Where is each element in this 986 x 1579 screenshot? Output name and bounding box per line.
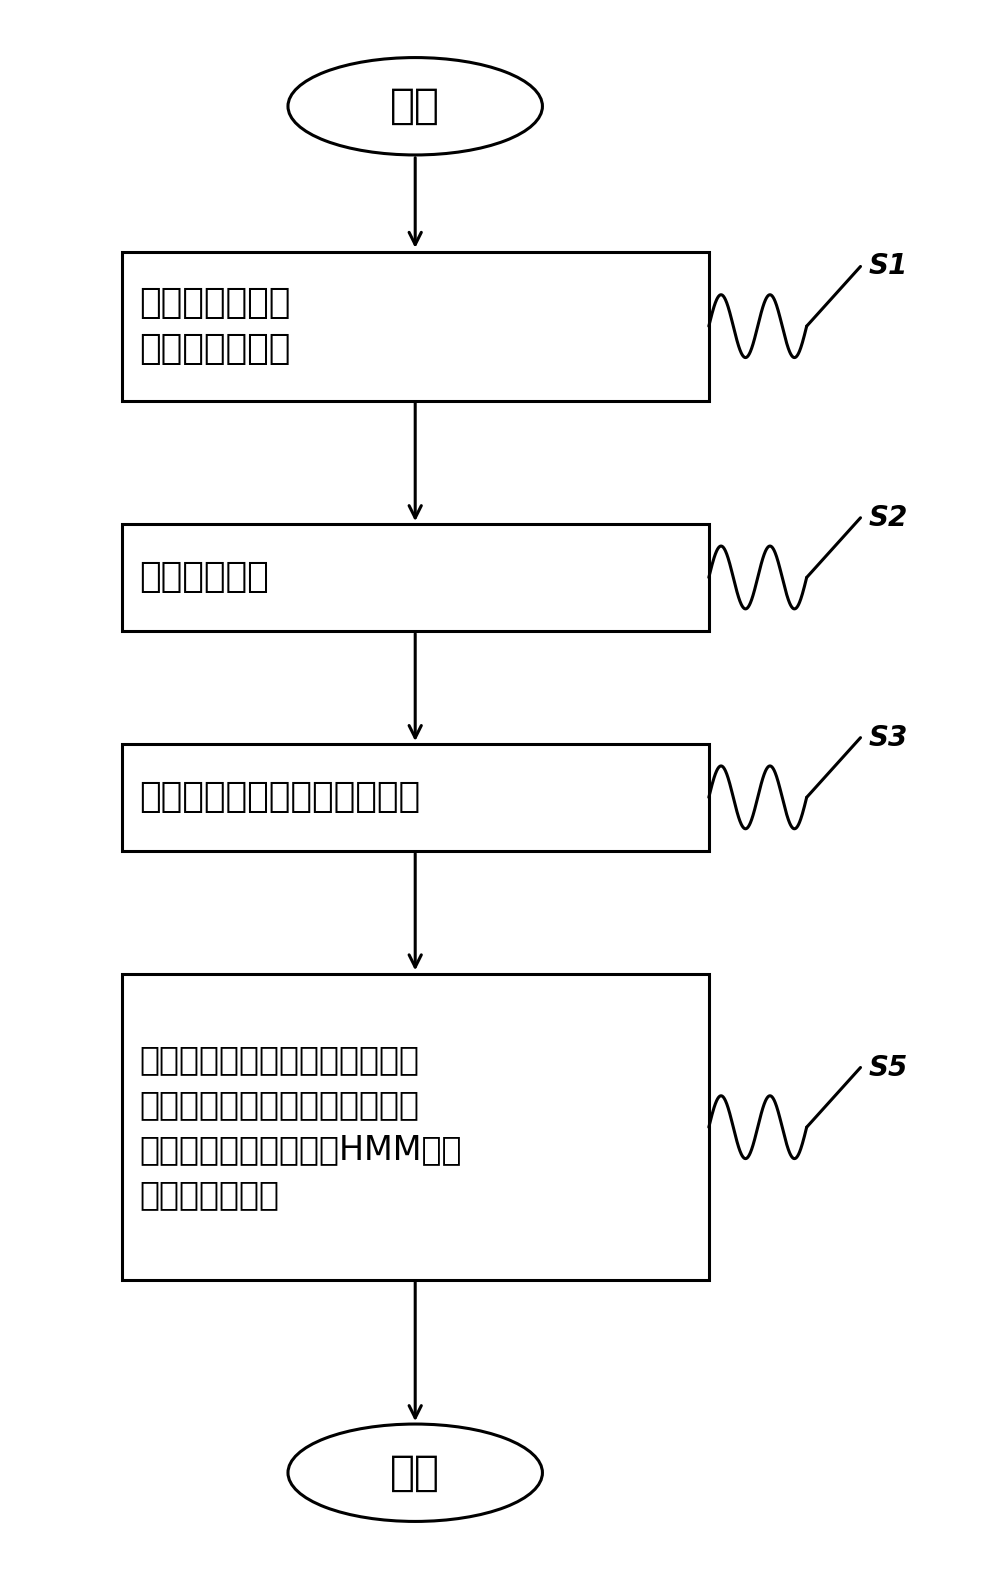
Text: 进行特征提取，得到特征矩阵: 进行特征提取，得到特征矩阵 bbox=[139, 780, 420, 815]
Text: S3: S3 bbox=[868, 723, 907, 752]
Bar bbox=[121, 251, 708, 401]
Text: S2: S2 bbox=[868, 504, 907, 532]
Text: 进行端点检测: 进行端点检测 bbox=[139, 561, 269, 594]
Bar bbox=[121, 524, 708, 632]
Text: 对未知地名语音
信号进行预处理: 对未知地名语音 信号进行预处理 bbox=[139, 286, 290, 366]
Text: S1: S1 bbox=[868, 253, 907, 281]
Text: 将特征矩阵代入地名语音模型库
中，求取它对哪一类地名语音信
号对应的连续混合高斯HMM模型
的输出概率最大: 将特征矩阵代入地名语音模型库 中，求取它对哪一类地名语音信 号对应的连续混合高斯… bbox=[139, 1044, 461, 1211]
Ellipse shape bbox=[288, 1424, 542, 1522]
Ellipse shape bbox=[288, 57, 542, 155]
Text: 结束: 结束 bbox=[389, 1451, 440, 1494]
Bar bbox=[121, 744, 708, 851]
Text: S5: S5 bbox=[868, 1053, 907, 1082]
Bar bbox=[121, 974, 708, 1281]
Text: 开始: 开始 bbox=[389, 85, 440, 128]
